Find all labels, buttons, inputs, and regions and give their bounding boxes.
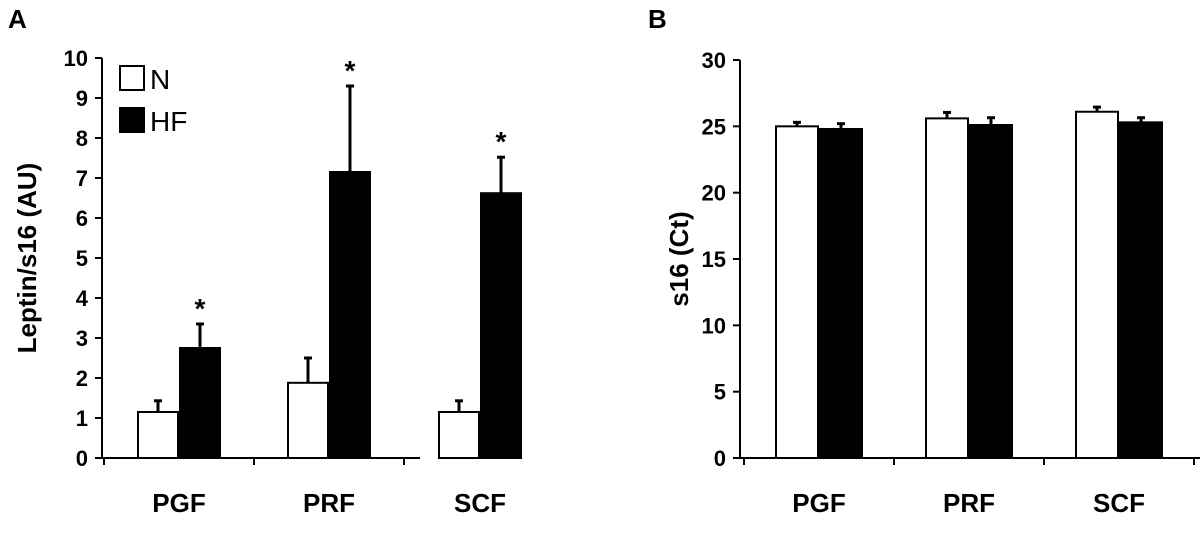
- y-tick-label: 30: [702, 48, 726, 73]
- bar-n: [775, 125, 819, 459]
- y-tick-label: 9: [76, 86, 88, 111]
- bar-hf: [969, 124, 1013, 460]
- y-axis-title: Leptin/s16 (AU): [12, 163, 42, 354]
- category-label: PGF: [792, 488, 845, 518]
- category-label: PGF: [152, 488, 205, 518]
- category-label: SCF: [1093, 488, 1145, 518]
- y-tick-label: 4: [76, 286, 89, 311]
- y-tick-label: 5: [714, 380, 726, 405]
- bar-n: [287, 381, 329, 459]
- y-tick-label: 2: [76, 366, 88, 391]
- bar-n: [1075, 110, 1119, 460]
- significance-marker: *: [496, 126, 507, 157]
- y-tick-label: 0: [714, 446, 726, 471]
- y-tick-label: 10: [702, 313, 726, 338]
- bar-hf: [819, 127, 863, 459]
- y-tick-label: 0: [76, 446, 88, 471]
- y-tick-label: 1: [76, 406, 88, 431]
- bar-hf: [480, 192, 522, 459]
- y-axis-title: s16 (Ct): [664, 211, 694, 306]
- y-tick-label: 25: [702, 114, 726, 139]
- category-label: SCF: [454, 488, 506, 518]
- panel-a: A Leptin/s16 (AU) 0 1 2 3 4 5 6 7 8 9 10 PGF PRF SCF * * *…: [8, 4, 522, 518]
- y-tick-label: 8: [76, 126, 88, 151]
- bar-n: [137, 411, 179, 459]
- legend-label: N: [150, 64, 170, 95]
- y-tick-label: 6: [76, 206, 88, 231]
- y-tick-label: 20: [702, 181, 726, 206]
- bar-hf: [1119, 121, 1163, 459]
- category-label: PRF: [943, 488, 995, 518]
- y-tick-label: 7: [76, 166, 88, 191]
- legend-swatch-hf: [119, 107, 145, 133]
- significance-marker: *: [195, 293, 206, 324]
- y-tick-label: 5: [76, 246, 88, 271]
- y-tick-label: 10: [64, 46, 88, 71]
- y-tick-label: 15: [702, 247, 726, 272]
- bar-n: [438, 411, 480, 459]
- category-label: PRF: [303, 488, 355, 518]
- legend-label: HF: [150, 106, 187, 137]
- bar-n: [925, 117, 969, 460]
- panel-letter: B: [648, 4, 667, 34]
- panel-letter: A: [8, 4, 27, 34]
- bar-hf: [329, 171, 371, 459]
- legend-swatch-n: [119, 65, 145, 91]
- y-tick-label: 3: [76, 326, 88, 351]
- significance-marker: *: [345, 55, 356, 86]
- bar-hf: [179, 347, 221, 459]
